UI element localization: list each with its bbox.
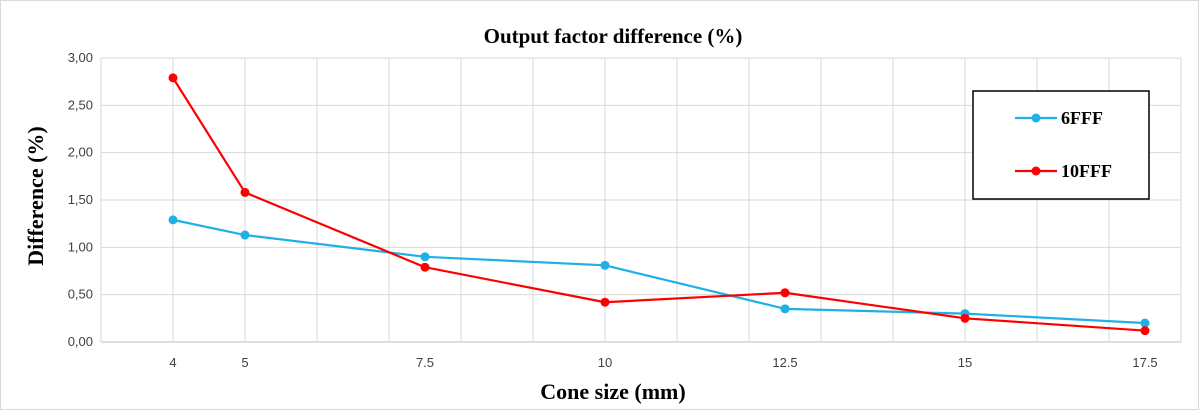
legend-label-6FFF: 6FFF xyxy=(1061,108,1103,128)
series xyxy=(168,73,1150,336)
legend-label-10FFF: 10FFF xyxy=(1061,161,1112,181)
y-tick-label: 1,50 xyxy=(68,192,93,207)
grid xyxy=(100,57,1182,343)
data-point-10FFF xyxy=(1140,326,1150,336)
x-tick-label: 12.5 xyxy=(772,355,797,370)
data-point-10FFF xyxy=(600,297,610,307)
y-tick-label: 2,00 xyxy=(68,145,93,160)
axes: 0,00 0,50 1,00 1,50 2,00 2,50 3,00 4 5 7.5 10 12.5 1… xyxy=(68,50,1181,370)
y-tick-label: 0,50 xyxy=(68,287,93,302)
data-point-6FFF xyxy=(1140,318,1150,328)
x-axis-title: Cone size (mm) xyxy=(540,379,685,404)
chart-title: Output factor difference (%) xyxy=(484,24,743,48)
data-point-10FFF xyxy=(960,313,970,323)
x-tick-label: 7.5 xyxy=(416,355,434,370)
y-tick-label: 2,50 xyxy=(68,97,93,112)
legend: 6FFF 10FFF xyxy=(972,90,1150,200)
data-point-6FFF xyxy=(168,215,178,225)
x-tick-label: 15 xyxy=(958,355,972,370)
x-tick-label: 17.5 xyxy=(1132,355,1157,370)
y-tick-label: 1,00 xyxy=(68,239,93,254)
x-tick-label: 5 xyxy=(241,355,248,370)
legend-marker-10FFF xyxy=(1031,166,1041,176)
x-tick-label: 10 xyxy=(598,355,612,370)
x-tick-label: 4 xyxy=(169,355,176,370)
y-tick-label: 0,00 xyxy=(68,334,93,349)
data-point-6FFF xyxy=(600,260,610,270)
data-point-10FFF xyxy=(168,73,178,83)
y-tick-label: 3,00 xyxy=(68,50,93,65)
data-point-10FFF xyxy=(780,288,790,298)
legend-box xyxy=(972,90,1150,200)
data-point-10FFF xyxy=(420,262,430,272)
legend-marker-6FFF xyxy=(1031,113,1041,123)
data-point-6FFF xyxy=(240,230,250,240)
data-point-10FFF xyxy=(240,187,250,197)
y-axis-title: Difference (%) xyxy=(23,126,48,265)
data-point-6FFF xyxy=(780,304,790,314)
data-point-6FFF xyxy=(420,252,430,262)
series-line-6FFF xyxy=(172,218,1146,325)
